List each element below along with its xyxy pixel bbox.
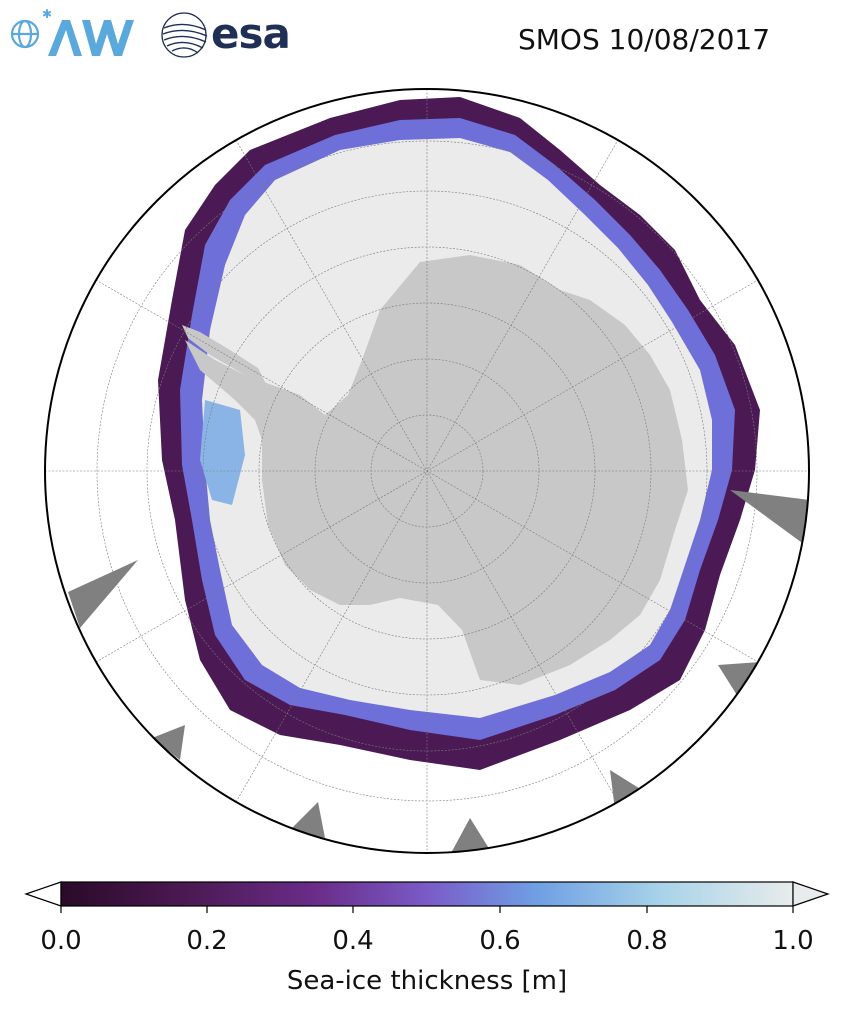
esa-logo-text: esa xyxy=(211,9,291,58)
missing-data-wedge xyxy=(450,818,490,853)
missing-data-wedge xyxy=(290,802,325,838)
missing-data-wedge xyxy=(610,770,642,810)
missing-data-wedge xyxy=(68,560,138,628)
antarctic-peninsula xyxy=(182,325,268,388)
graticule xyxy=(45,89,809,853)
colorbar-tick-label: 0.0 xyxy=(40,926,82,956)
colorbar-tick-label: 0.8 xyxy=(626,926,668,956)
colorbar-extend-low xyxy=(24,881,62,907)
colorbar-label: Sea-ice thickness [m] xyxy=(286,966,568,996)
colorbar-tick-label: 1.0 xyxy=(772,926,814,956)
missing-data-wedge xyxy=(152,725,185,760)
antarctica-land xyxy=(185,255,688,685)
esa-logo-mark xyxy=(161,12,208,58)
svg-text:✱: ✱ xyxy=(42,8,52,21)
colorbar-gradient xyxy=(60,881,794,907)
colorbar-tick-label: 0.6 xyxy=(479,926,521,956)
awi-logo: ✱ xyxy=(10,8,134,56)
map-title: SMOS 10/08/2017 xyxy=(518,23,771,56)
colorbar xyxy=(24,881,830,913)
colorbar-extend-high xyxy=(792,881,830,907)
colorbar-tick-label: 0.4 xyxy=(332,926,374,956)
missing-data-wedge xyxy=(718,662,760,700)
weddell-light-blue xyxy=(200,400,245,505)
map-boundary xyxy=(44,88,810,854)
missing-data-wedge xyxy=(730,490,809,545)
colorbar-tick-label: 0.2 xyxy=(186,926,228,956)
